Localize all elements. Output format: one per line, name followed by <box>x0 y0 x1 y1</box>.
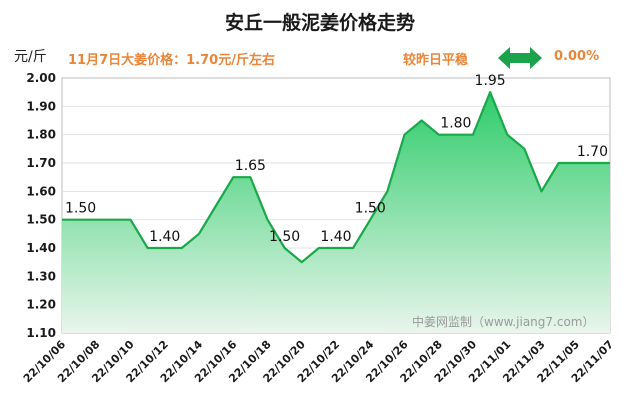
y-tick-label: 1.70 <box>26 156 56 170</box>
y-tick-label: 1.80 <box>26 128 56 142</box>
y-tick-label: 1.40 <box>26 241 56 255</box>
y-tick-label: 1.90 <box>26 99 56 113</box>
y-tick-label: 1.10 <box>26 326 56 340</box>
y-axis-ticks: 1.10 1.20 1.30 1.40 1.50 1.60 1.70 1.80 1.90 2.00 <box>26 71 56 340</box>
y-tick-label: 1.20 <box>26 298 56 312</box>
data-label: 1.40 <box>320 229 351 245</box>
y-tick-label: 1.50 <box>26 213 56 227</box>
data-label: 1.95 <box>475 73 506 89</box>
double-arrow-icon <box>498 47 542 69</box>
compare-percent: 0.00% <box>554 49 600 64</box>
data-label: 1.50 <box>65 201 96 217</box>
data-label: 1.50 <box>269 229 300 245</box>
price-note: 11月7日大姜价格：1.70元/斤左右 <box>68 53 275 68</box>
y-tick-label: 2.00 <box>26 71 56 85</box>
y-tick-label: 1.60 <box>26 184 56 198</box>
x-axis-ticks: 22/10/0622/10/0822/10/1022/10/1222/10/14… <box>21 338 616 386</box>
price-line <box>62 91 610 264</box>
watermark: 中姜网监制（www.jiang7.com） <box>412 314 594 329</box>
data-label: 1.40 <box>149 229 180 245</box>
price-area <box>62 92 610 333</box>
data-label: 1.65 <box>235 158 266 174</box>
data-label: 1.50 <box>355 201 386 217</box>
compare-note: 较昨日平稳 <box>403 53 469 68</box>
data-labels: 1.501.401.651.50 1.401.501.801.951.70 <box>65 73 608 245</box>
y-unit-label: 元/斤 <box>14 49 47 65</box>
y-tick-label: 1.30 <box>26 269 56 283</box>
data-label: 1.80 <box>440 116 471 132</box>
chart-title: 安丘一般泥姜价格走势 <box>224 12 415 34</box>
data-label: 1.70 <box>577 144 608 160</box>
